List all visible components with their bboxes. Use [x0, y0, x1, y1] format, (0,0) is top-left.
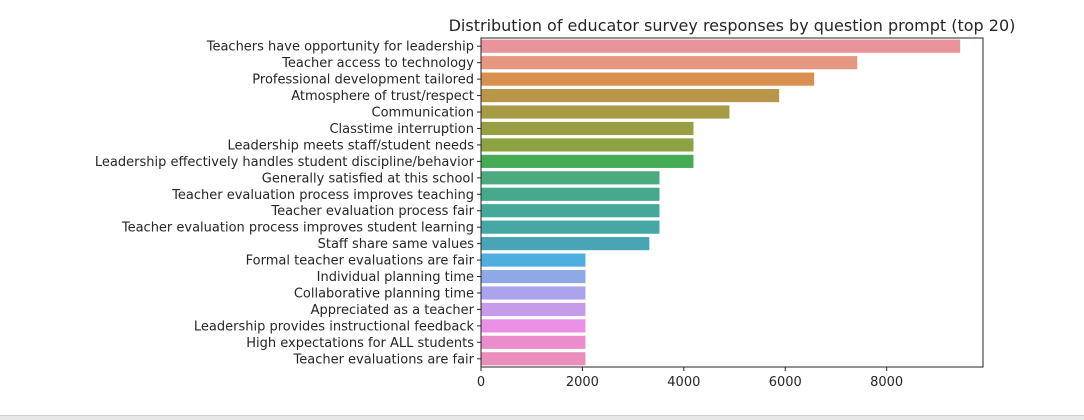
- bar: [481, 335, 586, 349]
- x-tick-label: 0: [477, 375, 485, 390]
- bars-group: [481, 39, 961, 366]
- bar: [481, 319, 586, 333]
- bar: [481, 237, 650, 251]
- bar: [481, 72, 815, 86]
- category-label: Leadership effectively handles student d…: [95, 155, 475, 170]
- bar: [481, 204, 660, 218]
- category-label: Teacher evaluations are fair: [293, 352, 475, 367]
- bar: [481, 56, 858, 70]
- bar: [481, 269, 586, 284]
- bar: [481, 105, 730, 119]
- bar: [481, 220, 660, 234]
- category-label: Communication: [372, 106, 474, 121]
- category-label: Classtime interruption: [329, 122, 474, 137]
- category-label: High expectations for ALL students: [246, 336, 474, 351]
- category-label: Individual planning time: [317, 270, 474, 285]
- bar: [481, 352, 586, 366]
- bar: [481, 121, 694, 136]
- bar: [481, 154, 694, 168]
- category-label: Teacher access to technology: [281, 56, 474, 71]
- category-label: Atmosphere of trust/respect: [291, 89, 474, 104]
- x-tick-label: 8000: [870, 375, 903, 390]
- plot-frame: [480, 37, 984, 368]
- chart-title: Distribution of educator survey response…: [449, 16, 1016, 35]
- category-label: Teacher evaluation process improves stud…: [121, 221, 474, 236]
- bar: [481, 171, 660, 185]
- bar: [481, 286, 586, 300]
- x-tick-label: 6000: [769, 375, 802, 390]
- bar: [481, 302, 586, 317]
- category-label: Professional development tailored: [252, 73, 474, 88]
- category-label: Leadership provides instructional feedba…: [194, 319, 475, 334]
- x-axis-ticks: 0 2000 4000 6000 8000: [477, 367, 903, 390]
- bar: [481, 253, 586, 267]
- category-label: Teacher evaluation process improves teac…: [171, 188, 474, 203]
- category-label: Collaborative planning time: [294, 286, 474, 301]
- category-label: Teachers have opportunity for leadership: [206, 40, 474, 55]
- bar: [481, 187, 660, 201]
- category-label: Leadership meets staff/student needs: [227, 138, 474, 153]
- category-label: Formal teacher evaluations are fair: [246, 254, 475, 269]
- category-label: Staff share same values: [318, 237, 475, 252]
- bar: [481, 88, 780, 103]
- bar: [481, 39, 961, 53]
- divider: [0, 415, 1084, 420]
- category-label: Appreciated as a teacher: [311, 303, 475, 318]
- category-label: Teacher evaluation process fair: [270, 204, 474, 219]
- category-labels: Teachers have opportunity for leadership…: [95, 40, 481, 367]
- x-tick-label: 2000: [566, 375, 599, 390]
- x-tick-label: 4000: [667, 375, 700, 390]
- bar: [481, 138, 694, 152]
- category-label: Generally satisfied at this school: [262, 171, 474, 186]
